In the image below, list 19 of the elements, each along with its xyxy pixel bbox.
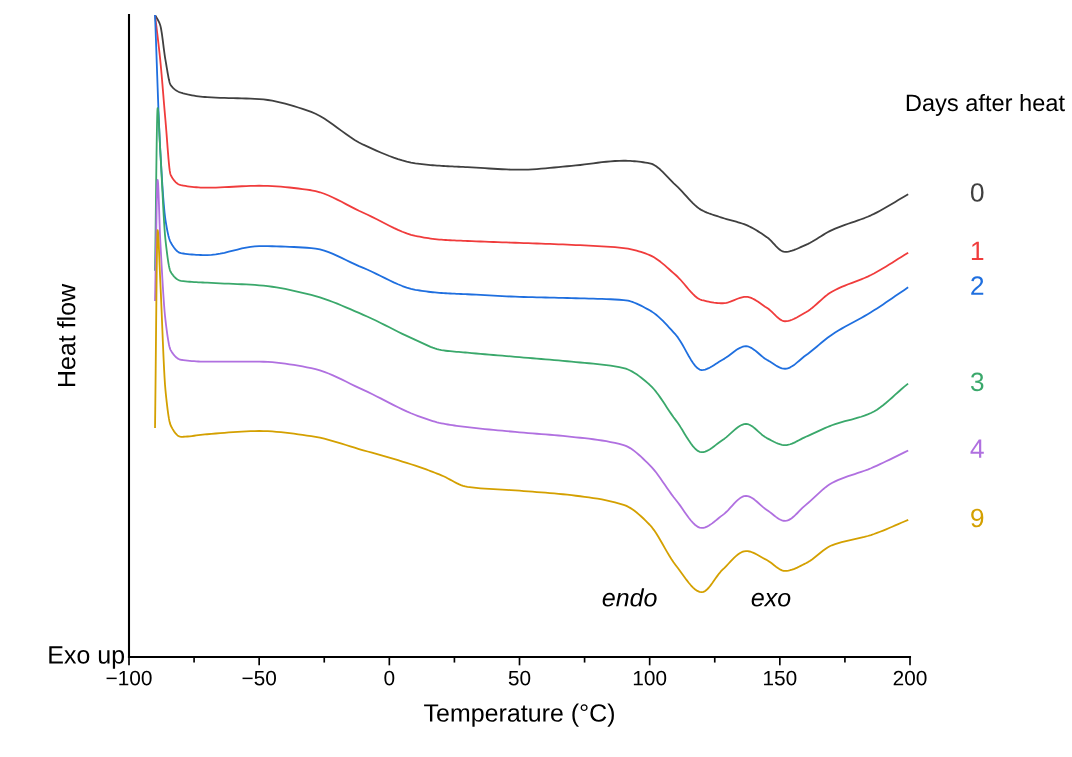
x-tick-label: 100 (633, 670, 667, 686)
text: 4 (970, 439, 984, 458)
x-tick-label: 0 (384, 670, 395, 686)
text: Exo up (49, 646, 125, 669)
x-tick-label: 50 (508, 670, 531, 686)
text: 2 (971, 276, 984, 295)
x-tick-label: 200 (893, 670, 927, 686)
text: 9 (971, 508, 984, 528)
x-tick-label: −100 (106, 670, 152, 686)
x-tick-label: −50 (242, 670, 277, 686)
annotation: exo (751, 592, 791, 607)
text: 0 (970, 183, 984, 202)
legend-title: Days after heat (906, 93, 1065, 116)
text: 1 (971, 241, 984, 261)
annotation: endo (602, 588, 657, 607)
x-axis-title: Temperature (°C) (424, 703, 614, 727)
text: 3 (970, 372, 984, 392)
x-tick-label: 150 (764, 670, 797, 686)
y-axis-title: Heat flow (57, 283, 76, 387)
